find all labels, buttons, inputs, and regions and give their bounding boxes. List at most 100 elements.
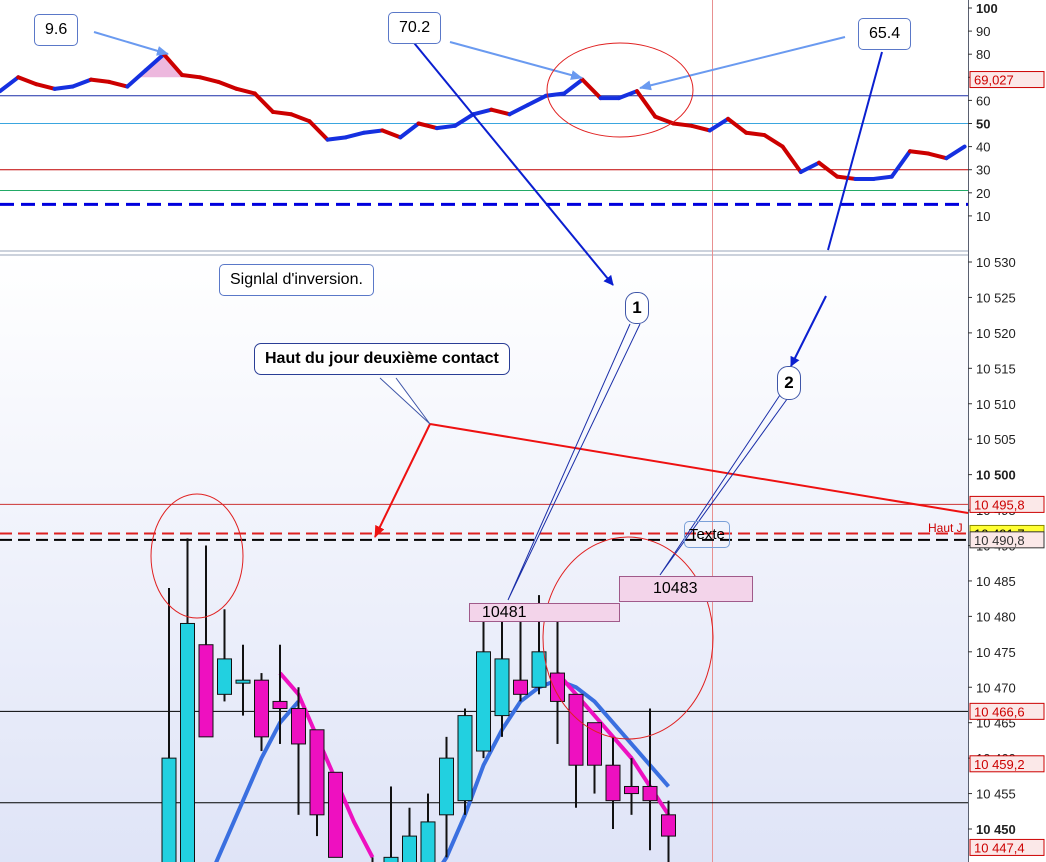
oscillator-line-segment [252,91,275,114]
moving-average-line [278,671,375,859]
candle-body [568,693,584,766]
value-tag-label: 10 466,6 [974,704,1025,719]
price-marker-box [469,603,620,622]
oscillator-line-segment [817,160,840,179]
day-high-label: Haut J [928,521,963,535]
oscillator-line-segment [762,133,785,149]
oscillator-line-segment [343,130,366,140]
oscillator-line-segment [507,103,530,117]
callout-bubble-1: 1 [625,292,649,324]
oscillator-line-segment [180,72,203,80]
candle-body [235,679,251,684]
oscillator-line-segment [325,135,348,142]
y-tick-label: 10 515 [976,361,1016,376]
candle-body [383,856,399,862]
value-tag-label: 10 459,2 [974,757,1025,772]
oscillator-line-segment [471,107,494,117]
highlight-circle [542,536,714,740]
oscillator-line-segment [707,116,730,133]
y-tick-label: 10 500 [976,468,1016,483]
oscillator-line-segment [889,149,912,179]
y-tick-label: 10 485 [976,574,1016,589]
oscillator-value-note: 9.6 [34,14,79,46]
oscillator-line-segment [434,123,457,131]
y-tick-label: 10 [976,209,990,224]
candle-body [624,785,639,795]
candle-body [605,764,621,802]
candle-body [661,814,676,837]
annotation-arrow [639,36,846,91]
price-marker-label: 10481 [482,604,527,621]
annotation-arrow [449,41,583,80]
oscillator-line-segment [271,109,294,117]
candle-body [513,679,528,695]
candle-body [642,785,658,802]
inversion-signal-note: Signlal d'inversion. [219,264,374,296]
text-label: Texte [684,521,730,548]
highlight-circle [546,42,694,138]
oscillator-line-segment [0,75,21,94]
price-marker-label: 10483 [653,580,698,597]
y-tick-label: 10 520 [976,326,1016,341]
y-tick-label: 10 510 [976,397,1016,412]
candle-body [457,715,473,802]
oscillator-line-segment [362,128,385,135]
candle-body [291,708,306,745]
oscillator-line-segment [52,84,75,91]
candle-body [180,622,195,862]
oscillator-line-segment [562,77,585,96]
oscillator-line-segment [908,149,931,156]
oscillator-line-segment [289,112,312,124]
oscillator-line-segment [726,116,749,135]
value-tag [969,531,1045,549]
value-tag-label: 69,027 [974,73,1014,88]
y-tick-label: 30 [976,163,990,178]
candle-body [402,835,417,862]
oscillator-line-segment [398,121,421,140]
oscillator-line-segment [70,77,93,89]
value-tag-label: 10 490,8 [974,533,1025,548]
oscillator-line-segment [89,77,112,84]
candle-body [198,644,214,738]
value-tag [969,702,1045,720]
oscillator-line-segment [689,123,712,133]
y-tick-label: 10 530 [976,255,1016,270]
oscillator-line-segment [616,89,639,101]
oscillator-line-segment [671,121,694,128]
y-tick-label: 80 [976,47,990,62]
oscillator-line-segment [416,121,439,131]
oscillator-line-segment [635,89,658,119]
y-tick-label: 100 [976,1,998,16]
candle-body [531,651,547,688]
y-tick-label: 40 [976,140,990,155]
y-tick-label: 10 505 [976,432,1016,447]
candle-body [328,771,343,858]
y-tick-label: 10 475 [976,645,1016,660]
annotation-arrow [827,51,883,251]
day-high-second-contact-note: Haut du jour deuxième contact [254,343,510,375]
value-tag-label: 10 495,8 [974,497,1025,512]
candle-body [439,757,454,816]
moving-average-line [441,678,671,862]
oscillator-line-segment [489,107,512,117]
oscillator-line-segment [926,151,949,161]
oscillator-value-note: 65.4 [858,18,912,50]
y-tick-label: 20 [976,186,990,201]
annotation-arrow [93,31,169,56]
annotation-arrow [790,295,827,367]
trend-line [429,423,969,514]
annotation-arrow [409,37,614,286]
oscillator-line-segment [871,174,894,181]
oscillator-line-segment [780,144,803,175]
oscillator-line-segment [835,174,858,181]
y-tick-label: 50 [976,117,990,132]
oscillator-value-note: 70.2 [388,12,442,44]
oscillator-line-segment [453,112,476,128]
callout-pointer [379,377,431,425]
oscillator-line-segment [380,128,403,140]
callout-pointer [659,394,791,576]
oscillator-overbought-fill [137,54,201,78]
oscillator-line-segment [798,160,821,175]
candle-body [587,722,602,766]
oscillator-line-segment [544,91,567,98]
